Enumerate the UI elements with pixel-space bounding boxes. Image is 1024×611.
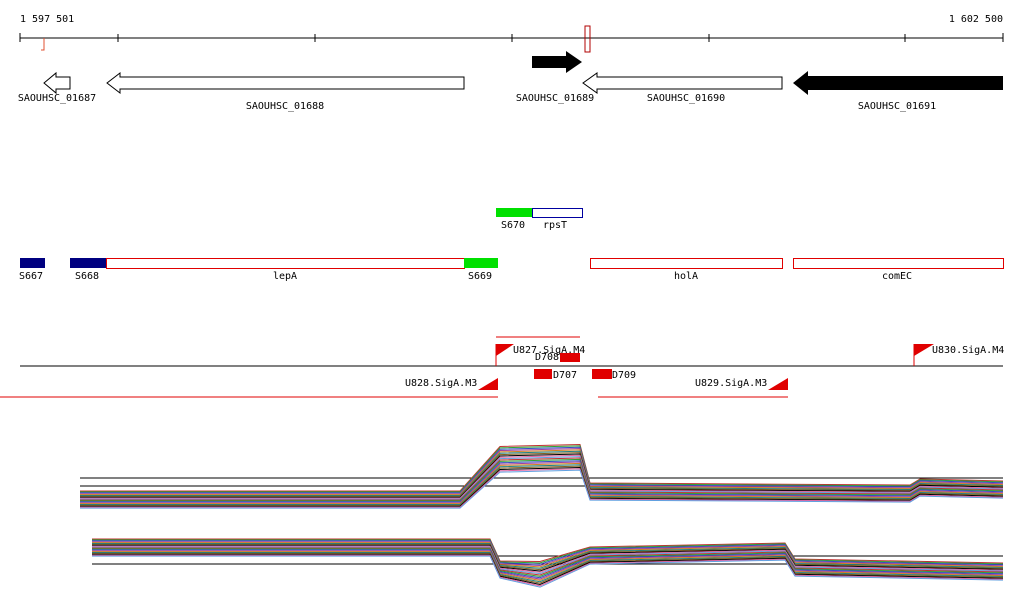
- promoter-label: U829.SigA.M3: [695, 378, 767, 389]
- gene-label: SAOUHSC_01689: [516, 93, 594, 104]
- promoter-label: U828.SigA.M3: [405, 378, 477, 389]
- ruler-end: 1 602 500: [949, 14, 1003, 25]
- gene-label: SAOUHSC_01687: [18, 93, 96, 104]
- ruler-start: 1 597 501: [20, 14, 74, 25]
- promoter-label: U827.SigA.M4: [513, 345, 585, 356]
- gene-label: SAOUHSC_01691: [858, 101, 936, 112]
- feature-label: S668: [75, 271, 99, 282]
- gene-label: SAOUHSC_01690: [647, 93, 725, 104]
- feature-label: comEC: [882, 271, 912, 282]
- promoter-track: U827.SigA.M4 U828.SigA.M3 U829.SigA.M3 U…: [0, 336, 1004, 398]
- feature-label: S669: [468, 271, 492, 282]
- feature-label: rpsT: [543, 220, 567, 231]
- ruler: 1 597 501 1 602 500: [19, 14, 1004, 53]
- feature-label: holA: [674, 271, 698, 282]
- segment-label: D709: [612, 370, 636, 381]
- promoter-label: U830.SigA.M4: [932, 345, 1004, 356]
- feature-label: S667: [19, 271, 43, 282]
- segment-label: D708: [535, 352, 559, 363]
- trace: [80, 469, 1004, 509]
- segment-label: D707: [553, 370, 577, 381]
- expression-traces: [80, 443, 1004, 588]
- features: S670 rpsT S667 S668 lepA S669 holA comEC: [19, 208, 1004, 282]
- trace: [80, 443, 1004, 492]
- trace: [92, 555, 1004, 588]
- gene-label: SAOUHSC_01688: [246, 101, 324, 112]
- feature-label: S670: [501, 220, 525, 231]
- feature-label: lepA: [273, 271, 297, 282]
- genes: SAOUHSC_01687 SAOUHSC_01688 SAOUHSC_0168…: [18, 51, 1003, 112]
